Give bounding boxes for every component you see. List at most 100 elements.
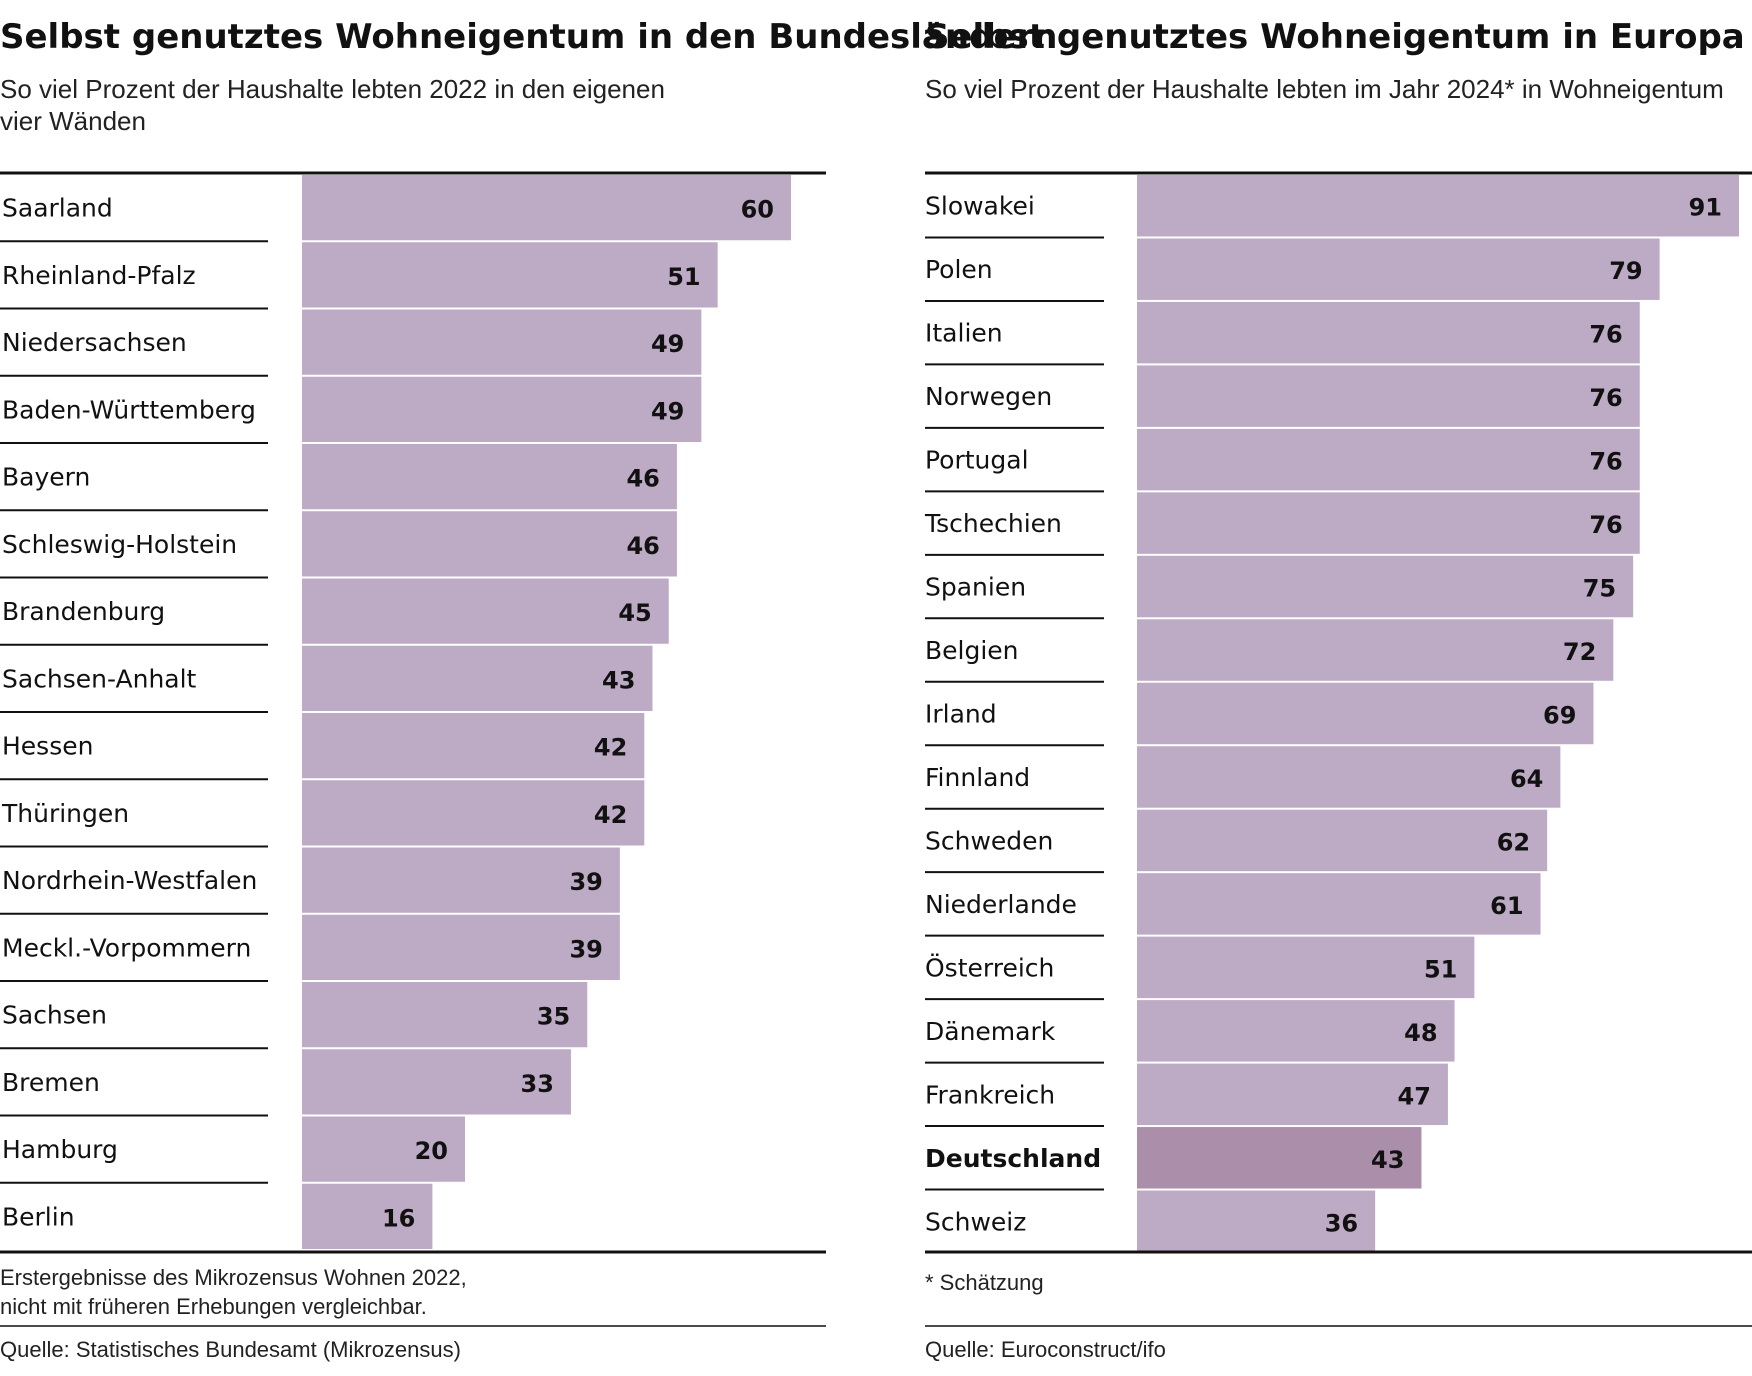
category-label: Berlin <box>2 1202 75 1231</box>
value-label: 35 <box>537 1003 570 1031</box>
value-label: 46 <box>626 532 659 560</box>
chart-note: nicht mit früheren Erhebungen vergleichb… <box>0 1294 427 1319</box>
category-label: Italien <box>925 319 1003 348</box>
category-label: Spanien <box>925 573 1026 602</box>
value-label: 49 <box>651 330 684 358</box>
category-label: Sachsen <box>2 1001 107 1030</box>
chart-panel-1: Selbst genutztes Wohneigentum in den Bun… <box>0 17 1057 1362</box>
chart-note: * Schätzung <box>925 1270 1044 1295</box>
category-label: Slowakei <box>925 192 1035 221</box>
bar-schweiz <box>1137 1190 1376 1252</box>
value-label: 48 <box>1404 1019 1437 1047</box>
category-label: Meckl.-Vorpommern <box>2 933 251 962</box>
chart-source: Quelle: Euroconstruct/ifo <box>925 1337 1166 1362</box>
category-label: Österreich <box>925 953 1054 982</box>
value-label: 51 <box>1424 955 1457 983</box>
bar-bremen <box>302 1049 571 1115</box>
bar-finnland <box>1137 746 1561 808</box>
bar-hamburg <box>302 1116 465 1182</box>
category-label: Schleswig-Holstein <box>2 530 237 559</box>
bar-saarland <box>302 175 791 241</box>
category-label: Dänemark <box>925 1017 1056 1046</box>
bar-österreich <box>1137 936 1475 999</box>
category-label: Bremen <box>2 1068 100 1097</box>
value-label: 46 <box>626 465 659 493</box>
value-label: 42 <box>594 801 627 829</box>
category-label: Finnland <box>925 763 1030 792</box>
category-label: Thüringen <box>1 799 129 828</box>
value-label: 43 <box>1371 1146 1404 1174</box>
value-label: 69 <box>1543 701 1576 729</box>
category-label: Rheinland-Pfalz <box>2 261 196 290</box>
category-label: Sachsen-Anhalt <box>2 664 197 693</box>
chart-subtitle-line: So viel Prozent der Haushalte lebten im … <box>925 74 1724 104</box>
value-label: 16 <box>382 1204 415 1232</box>
value-label: 36 <box>1325 1209 1358 1237</box>
bar-norwegen <box>1137 365 1640 427</box>
value-label: 75 <box>1583 575 1616 603</box>
chart-title: Selbst genutztes Wohneigentum in den Bun… <box>0 17 1057 57</box>
category-label: Tschechien <box>924 509 1062 538</box>
bar-schweden <box>1137 809 1548 872</box>
value-label: 76 <box>1589 384 1622 412</box>
category-label: Norwegen <box>925 382 1052 411</box>
bar-portugal <box>1137 428 1640 491</box>
value-label: 39 <box>569 868 602 896</box>
category-label: Niedersachsen <box>2 328 187 357</box>
value-label: 43 <box>602 666 635 694</box>
value-label: 39 <box>569 935 602 963</box>
value-label: 62 <box>1497 828 1530 856</box>
bar-baden-württemberg <box>302 376 702 442</box>
category-label: Hessen <box>2 732 93 761</box>
category-label: Brandenburg <box>2 597 165 626</box>
chart-note: Erstergebnisse des Mikrozensus Wohnen 20… <box>0 1265 467 1290</box>
bar-rheinland-pfalz <box>302 242 718 308</box>
value-label: 76 <box>1589 448 1622 476</box>
category-label: Bayern <box>2 463 90 492</box>
value-label: 64 <box>1510 765 1543 793</box>
value-label: 61 <box>1490 892 1523 920</box>
value-label: 49 <box>651 397 684 425</box>
value-label: 45 <box>618 599 651 627</box>
category-label: Niederlande <box>925 890 1077 919</box>
bar-irland <box>1137 682 1594 745</box>
chart-subtitle-line: So viel Prozent der Haushalte lebten 202… <box>0 74 665 104</box>
bar-niederlande <box>1137 873 1541 935</box>
category-label: Portugal <box>925 446 1029 475</box>
category-label: Schweiz <box>925 1207 1026 1236</box>
bar-slowakei <box>1137 175 1739 237</box>
bar-dänemark <box>1137 1000 1455 1062</box>
bar-meckl-vorpommern <box>302 914 620 980</box>
chart-source: Quelle: Statistisches Bundesamt (Mikroze… <box>0 1337 461 1362</box>
bar-schleswig-holstein <box>302 511 677 577</box>
bar-thüringen <box>302 780 645 846</box>
value-label: 51 <box>667 263 700 291</box>
category-label: Frankreich <box>925 1080 1055 1109</box>
bar-berlin <box>302 1183 433 1249</box>
value-label: 20 <box>415 1137 448 1165</box>
bar-tschechien <box>1137 492 1640 554</box>
chart-title: Selbst genutztes Wohneigentum in Europa <box>925 17 1745 57</box>
category-label: Schweden <box>925 826 1053 855</box>
value-label: 76 <box>1589 511 1622 539</box>
category-label: Deutschland <box>925 1144 1101 1173</box>
bar-bayern <box>302 444 677 510</box>
category-label: Polen <box>925 255 993 284</box>
value-label: 76 <box>1589 321 1622 349</box>
bar-frankreich <box>1137 1063 1448 1126</box>
value-label: 79 <box>1609 257 1642 285</box>
category-label: Baden-Württemberg <box>2 395 256 424</box>
bar-nordrhein-westfalen <box>302 847 620 913</box>
bar-italien <box>1137 301 1640 364</box>
bar-brandenburg <box>302 578 669 644</box>
value-label: 60 <box>741 196 774 224</box>
bar-belgien <box>1137 619 1614 681</box>
bar-sachsen <box>302 982 588 1048</box>
category-label: Irland <box>925 699 997 728</box>
category-label: Nordrhein-Westfalen <box>2 866 257 895</box>
value-label: 47 <box>1398 1082 1431 1110</box>
value-label: 91 <box>1689 194 1722 222</box>
bar-polen <box>1137 238 1660 300</box>
bar-hessen <box>302 713 645 779</box>
chart-panel-2: Selbst genutztes Wohneigentum in Europa S… <box>924 17 1752 1362</box>
